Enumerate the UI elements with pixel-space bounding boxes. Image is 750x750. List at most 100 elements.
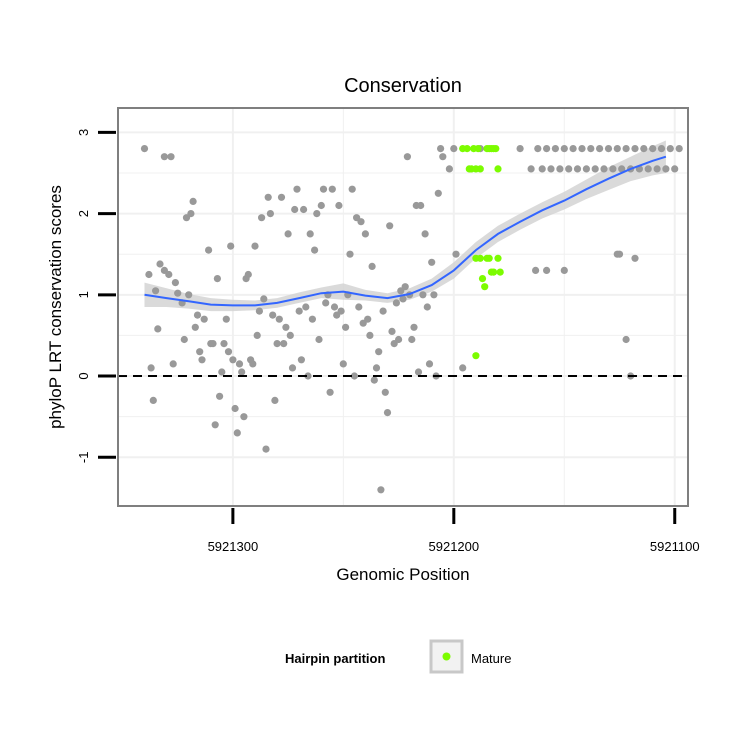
point-other-98	[366, 331, 374, 339]
point-mature-12	[492, 145, 500, 153]
point-other-51	[262, 445, 270, 453]
point-other-155	[609, 165, 617, 173]
point-other-56	[273, 340, 281, 348]
point-other-157	[618, 165, 626, 173]
point-other-166	[657, 145, 666, 153]
x-axis: 5921300 5921200 5921100	[208, 508, 700, 554]
chart-title: Conservation	[344, 75, 462, 97]
point-other-151	[591, 165, 599, 173]
point-other-145	[565, 165, 573, 173]
point-other-54	[269, 311, 277, 319]
point-other-124	[423, 303, 431, 311]
point-other-117	[408, 335, 416, 344]
y-tick-label-1: 0	[76, 372, 91, 379]
point-other-176	[622, 335, 630, 344]
point-other-52	[264, 193, 272, 201]
point-other-29	[213, 275, 221, 283]
point-other-121	[417, 201, 425, 210]
point-other-163	[644, 165, 652, 173]
point-other-178	[631, 254, 639, 262]
point-other-172	[543, 266, 551, 274]
y-tick-label-4: 3	[76, 129, 91, 136]
point-other-89	[346, 250, 354, 258]
point-other-175	[615, 250, 624, 258]
point-other-118	[410, 323, 418, 331]
y-axis-title: phyloP LRT conservation scores	[46, 185, 65, 429]
point-other-138	[534, 145, 542, 153]
point-other-32	[220, 340, 228, 348]
point-other-61	[284, 230, 292, 238]
point-other-1	[145, 270, 153, 279]
point-other-158	[622, 145, 630, 153]
point-mature-6	[474, 145, 482, 153]
point-other-143	[556, 165, 564, 173]
y-tick-label-2: 1	[76, 291, 91, 298]
point-other-90	[348, 185, 356, 193]
point-other-74	[313, 210, 321, 218]
point-other-134	[452, 250, 460, 258]
point-other-47	[253, 331, 261, 339]
point-other-99	[368, 262, 376, 270]
point-other-132	[445, 165, 453, 173]
point-other-85	[337, 307, 345, 315]
point-other-41	[240, 413, 248, 421]
point-other-38	[233, 429, 241, 437]
point-other-70	[304, 372, 312, 380]
point-other-142	[551, 145, 560, 153]
point-mature-1	[463, 145, 471, 153]
point-other-144	[560, 145, 568, 153]
point-other-167	[662, 165, 670, 173]
point-other-113	[399, 295, 407, 303]
point-other-169	[671, 165, 679, 173]
point-other-78	[322, 299, 330, 307]
point-other-0	[140, 145, 149, 153]
point-other-63	[288, 364, 297, 372]
point-other-68	[300, 205, 308, 214]
point-other-123	[421, 230, 429, 238]
point-other-153	[600, 165, 608, 173]
point-other-91	[350, 372, 358, 380]
plot-panel	[117, 107, 689, 507]
point-other-69	[302, 303, 310, 311]
point-other-80	[326, 388, 334, 396]
point-other-102	[375, 348, 383, 356]
point-other-59	[280, 340, 288, 348]
point-other-18	[187, 210, 195, 218]
point-other-129	[434, 189, 442, 197]
point-other-17	[185, 291, 193, 299]
point-other-60	[282, 323, 290, 331]
point-other-100	[370, 376, 378, 384]
x-tick-label-0: 5921300	[208, 539, 259, 554]
point-other-106	[383, 409, 392, 417]
point-other-43	[244, 270, 252, 279]
point-other-108	[388, 327, 396, 335]
point-other-170	[675, 145, 683, 153]
point-other-136	[516, 145, 524, 153]
point-other-3	[149, 396, 157, 404]
point-other-9	[165, 270, 173, 279]
point-other-75	[315, 335, 323, 344]
point-other-164	[649, 145, 657, 153]
point-other-34	[224, 348, 233, 356]
point-other-156	[613, 145, 621, 153]
point-other-171	[532, 266, 540, 274]
point-mature-24	[472, 352, 480, 360]
point-other-7	[160, 153, 168, 161]
point-other-154	[604, 145, 613, 153]
x-tick-label-2: 5921100	[650, 539, 700, 554]
point-other-87	[342, 323, 350, 331]
point-other-131	[439, 153, 447, 161]
point-mature-17	[481, 283, 489, 291]
point-other-21	[193, 311, 202, 319]
point-other-10	[167, 153, 175, 161]
point-other-66	[295, 307, 303, 315]
point-other-15	[180, 335, 188, 344]
point-other-140	[543, 145, 551, 153]
point-other-65	[293, 185, 301, 193]
point-other-55	[271, 396, 279, 404]
points-mature-series	[459, 145, 504, 360]
point-other-30	[216, 392, 224, 400]
point-other-39	[235, 360, 244, 368]
panel-border	[117, 107, 689, 507]
